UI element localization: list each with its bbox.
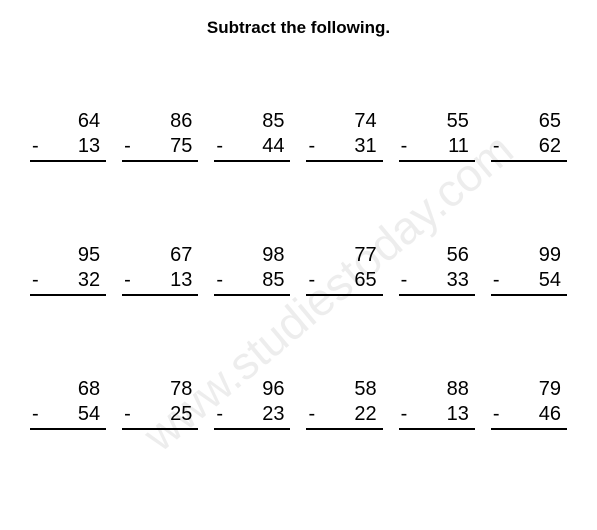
subtrahend: 54 <box>539 267 561 293</box>
subtrahend: 13 <box>78 133 100 159</box>
minus-sign: - <box>122 133 131 159</box>
minus-sign: - <box>306 401 315 427</box>
minus-sign: - <box>214 267 223 293</box>
subtraction-problem: 64- 13 <box>30 108 106 162</box>
subtrahend: 13 <box>447 401 469 427</box>
minuend: 58 <box>306 376 382 402</box>
subtrahend-row: - 22 <box>306 401 382 430</box>
minuend: 79 <box>491 376 567 402</box>
subtrahend: 33 <box>447 267 469 293</box>
subtrahend: 75 <box>170 133 192 159</box>
minuend: 77 <box>306 242 382 268</box>
subtrahend: 11 <box>448 133 469 159</box>
minus-sign: - <box>399 401 408 427</box>
subtraction-problem: 55- 11 <box>399 108 475 162</box>
minuend: 95 <box>30 242 106 268</box>
subtrahend: 25 <box>170 401 192 427</box>
minus-sign: - <box>491 267 500 293</box>
subtrahend: 65 <box>354 267 376 293</box>
subtrahend-row: - 46 <box>491 401 567 430</box>
subtrahend-row: - 13 <box>122 267 198 296</box>
subtrahend-row: - 54 <box>30 401 106 430</box>
subtrahend-row: - 33 <box>399 267 475 296</box>
subtrahend-row: - 85 <box>214 267 290 296</box>
minus-sign: - <box>214 401 223 427</box>
minuend: 56 <box>399 242 475 268</box>
minuend: 98 <box>214 242 290 268</box>
subtrahend: 22 <box>354 401 376 427</box>
subtrahend: 31 <box>354 133 376 159</box>
subtrahend: 13 <box>170 267 192 293</box>
minuend: 65 <box>491 108 567 134</box>
subtrahend-row: - 44 <box>214 133 290 162</box>
subtrahend: 62 <box>539 133 561 159</box>
minuend: 88 <box>399 376 475 402</box>
minus-sign: - <box>306 267 315 293</box>
subtrahend-row: - 25 <box>122 401 198 430</box>
subtraction-problem: 74- 31 <box>306 108 382 162</box>
page-title: Subtract the following. <box>0 0 597 48</box>
minuend: 99 <box>491 242 567 268</box>
subtrahend-row: - 23 <box>214 401 290 430</box>
minus-sign: - <box>30 401 39 427</box>
subtrahend-row: - 65 <box>306 267 382 296</box>
subtrahend-row: - 62 <box>491 133 567 162</box>
subtraction-problem: 96- 23 <box>214 376 290 430</box>
subtraction-problem: 68- 54 <box>30 376 106 430</box>
minuend: 86 <box>122 108 198 134</box>
subtrahend-row: - 13 <box>399 401 475 430</box>
minuend: 96 <box>214 376 290 402</box>
subtrahend: 23 <box>262 401 284 427</box>
minuend: 68 <box>30 376 106 402</box>
subtraction-problem: 98- 85 <box>214 242 290 296</box>
minuend: 55 <box>399 108 475 134</box>
subtraction-problem: 99- 54 <box>491 242 567 296</box>
minus-sign: - <box>491 133 500 159</box>
problems-grid: 64-1386-7585-4474-3155-1165-6295-3267-13… <box>0 48 597 450</box>
minuend: 67 <box>122 242 198 268</box>
subtrahend-row: - 31 <box>306 133 382 162</box>
minus-sign: - <box>491 401 500 427</box>
subtraction-problem: 77- 65 <box>306 242 382 296</box>
minus-sign: - <box>306 133 315 159</box>
subtraction-problem: 86- 75 <box>122 108 198 162</box>
subtrahend: 44 <box>262 133 284 159</box>
minuend: 78 <box>122 376 198 402</box>
minus-sign: - <box>122 267 131 293</box>
subtrahend: 32 <box>78 267 100 293</box>
minuend: 74 <box>306 108 382 134</box>
subtrahend: 54 <box>78 401 100 427</box>
subtraction-problem: 78- 25 <box>122 376 198 430</box>
minus-sign: - <box>30 133 39 159</box>
minus-sign: - <box>399 267 408 293</box>
subtrahend-row: - 13 <box>30 133 106 162</box>
subtraction-problem: 79- 46 <box>491 376 567 430</box>
minus-sign: - <box>214 133 223 159</box>
subtrahend: 46 <box>539 401 561 427</box>
minus-sign: - <box>122 401 131 427</box>
subtrahend-row: - 32 <box>30 267 106 296</box>
subtrahend-row: - 54 <box>491 267 567 296</box>
minus-sign: - <box>30 267 39 293</box>
subtrahend-row: - 75 <box>122 133 198 162</box>
subtrahend: 85 <box>262 267 284 293</box>
subtraction-problem: 85- 44 <box>214 108 290 162</box>
subtraction-problem: 65- 62 <box>491 108 567 162</box>
subtrahend-row: - 11 <box>399 133 475 162</box>
minuend: 64 <box>30 108 106 134</box>
minuend: 85 <box>214 108 290 134</box>
subtraction-problem: 58- 22 <box>306 376 382 430</box>
subtraction-problem: 95- 32 <box>30 242 106 296</box>
subtraction-problem: 67- 13 <box>122 242 198 296</box>
subtraction-problem: 88- 13 <box>399 376 475 430</box>
minus-sign: - <box>399 133 408 159</box>
subtraction-problem: 56- 33 <box>399 242 475 296</box>
